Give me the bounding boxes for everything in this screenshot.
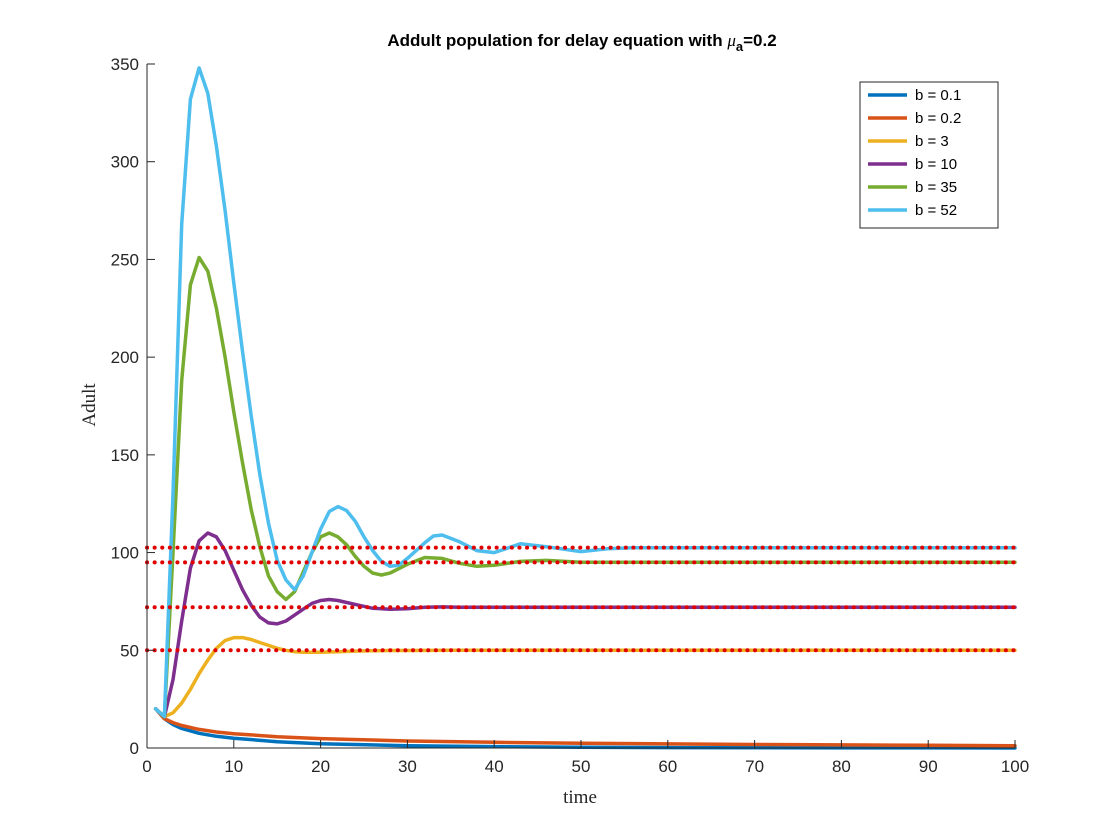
x-tick-label: 50: [572, 757, 591, 776]
x-tick-label: 40: [485, 757, 504, 776]
x-axis-label: time: [563, 787, 597, 808]
x-tick-label: 60: [658, 757, 677, 776]
y-axis-label: Adult: [79, 383, 100, 427]
x-tick-label: 100: [1001, 757, 1029, 776]
y-tick-label: 250: [111, 250, 139, 269]
legend-label-1: b = 0.1: [915, 87, 961, 104]
legend-label-6: b = 52: [915, 202, 957, 219]
x-tick-label: 80: [832, 757, 851, 776]
legend-label-5: b = 35: [915, 179, 957, 196]
y-tick-label: 200: [111, 348, 139, 367]
x-tick-label: 20: [311, 757, 330, 776]
y-tick-label: 0: [130, 739, 139, 758]
legend-label-4: b = 10: [915, 156, 957, 173]
y-tick-label: 350: [111, 55, 139, 74]
series-line-5: [153, 255, 1017, 719]
chart-title-symbol: μ: [726, 31, 736, 50]
chart-title-subscript: a: [736, 39, 744, 54]
x-tick-label: 10: [224, 757, 243, 776]
y-tick-label: 50: [120, 641, 139, 660]
chart-title-prefix: Addult population for delay equation wit…: [387, 31, 727, 50]
x-tick-label: 70: [745, 757, 764, 776]
chart-title: Addult population for delay equation wit…: [387, 31, 776, 54]
y-tick-label: 100: [111, 544, 139, 563]
y-tick-label: 300: [111, 153, 139, 172]
y-tick-label: 150: [111, 446, 139, 465]
legend: b = 0.1 b = 0.2 b = 3 b = 10 b = 35 b = 52: [859, 81, 999, 229]
legend-box: [859, 81, 999, 229]
axes-layer: 0 10 20 30 40 50 60 70 80 90 100 0 50 100 150 200 250 300…: [111, 55, 1030, 776]
plot-layer: [145, 66, 1017, 750]
legend-label-3: b = 3: [915, 133, 949, 150]
x-tick-label: 0: [142, 757, 151, 776]
chart-title-suffix: =0.2: [743, 31, 777, 50]
legend-label-2: b = 0.2: [915, 110, 961, 127]
series-line-6: [153, 66, 1017, 719]
series-line-2: [153, 707, 1017, 748]
x-tick-label: 30: [398, 757, 417, 776]
x-tick-label: 90: [919, 757, 938, 776]
